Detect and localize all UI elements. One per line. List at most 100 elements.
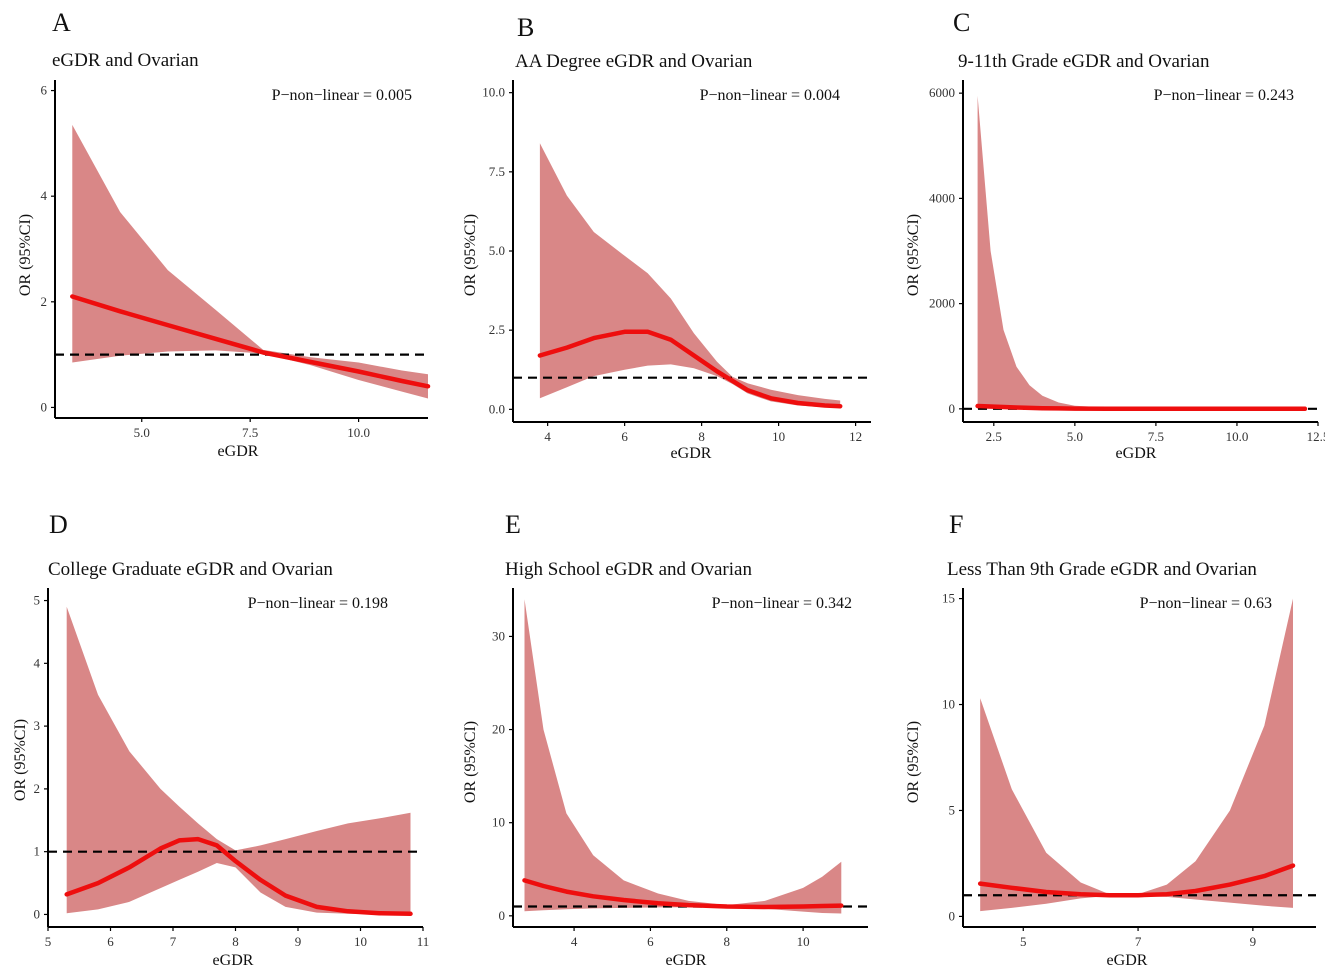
panel-c: C 9-11th Grade eGDR and Ovarian P−non−li… (905, 8, 1325, 462)
x-axis-title: eGDR (1107, 952, 1148, 969)
y-tick-label: 7.5 (489, 164, 505, 179)
y-tick-label: 0 (34, 906, 41, 921)
x-tick-label: 10.0 (1226, 429, 1249, 444)
p-non-linear-annotation: P−non−linear = 0.004 (700, 87, 840, 104)
y-tick-label: 2 (41, 294, 48, 309)
x-axis-title: eGDR (218, 443, 259, 460)
y-tick-label: 10 (942, 697, 955, 712)
y-tick-label: 2 (34, 781, 41, 796)
x-tick-label: 11 (417, 934, 430, 949)
x-tick-label: 10 (354, 934, 367, 949)
y-tick-label: 1 (34, 844, 41, 859)
panel-f: F Less Than 9th Grade eGDR and Ovarian P… (905, 510, 1316, 969)
ci-band (977, 95, 1305, 409)
or-curve (975, 403, 1308, 412)
panel-label: A (52, 8, 71, 37)
or-curve (522, 878, 844, 910)
x-tick-label: 10.0 (347, 425, 370, 440)
y-tick-label: 0 (41, 399, 48, 414)
y-axis-title: OR (95%CI) (905, 721, 922, 803)
y-tick-label: 2.5 (489, 322, 505, 337)
x-tick-label: 7.5 (1148, 429, 1164, 444)
x-axis-title: eGDR (1116, 445, 1157, 462)
x-tick-label: 10 (772, 429, 785, 444)
x-tick-label: 5 (1020, 934, 1027, 949)
y-tick-label: 4 (34, 655, 41, 670)
x-tick-label: 12.5 (1307, 429, 1325, 444)
y-tick-label: 10 (492, 815, 505, 830)
or-curve (537, 329, 843, 409)
x-tick-label: 6 (647, 934, 654, 949)
y-tick-label: 20 (492, 722, 505, 737)
p-non-linear-annotation: P−non−linear = 0.342 (712, 595, 852, 612)
ci-band (980, 598, 1293, 912)
x-tick-label: 4 (571, 934, 578, 949)
panel-label: D (49, 510, 68, 539)
y-tick-label: 0 (499, 908, 506, 923)
y-axis-title: OR (95%CI) (17, 214, 34, 296)
panel-b: B AA Degree eGDR and Ovarian P−non−linea… (462, 13, 871, 462)
y-tick-label: 5 (34, 593, 41, 608)
x-tick-label: 10 (797, 934, 810, 949)
x-axis-title: eGDR (213, 952, 254, 969)
p-non-linear-annotation: P−non−linear = 0.63 (1140, 595, 1272, 612)
x-tick-label: 6 (107, 934, 114, 949)
y-tick-label: 2000 (929, 296, 955, 311)
or-curve (977, 863, 1296, 898)
y-tick-label: 5 (949, 802, 956, 817)
y-axis-title: OR (95%CI) (462, 721, 479, 803)
panel-d: D College Graduate eGDR and Ovarian P−no… (12, 510, 429, 969)
panel-label: F (949, 510, 963, 539)
x-tick-label: 7.5 (242, 425, 258, 440)
y-tick-label: 4000 (929, 190, 955, 205)
x-tick-label: 7 (170, 934, 177, 949)
panel-title: 9-11th Grade eGDR and Ovarian (958, 51, 1210, 72)
y-tick-label: 0 (949, 401, 956, 416)
y-tick-label: 15 (942, 591, 955, 606)
x-axis-title: eGDR (671, 445, 712, 462)
panel-title: eGDR and Ovarian (52, 50, 199, 71)
ci-band (539, 143, 841, 409)
p-non-linear-annotation: P−non−linear = 0.243 (1154, 87, 1294, 104)
y-tick-label: 4 (41, 188, 48, 203)
x-tick-label: 9 (295, 934, 302, 949)
panel-label: B (517, 13, 534, 42)
ci-band (524, 599, 842, 914)
y-tick-label: 6000 (929, 85, 955, 100)
panel-label: E (505, 510, 521, 539)
panel-title: High School eGDR and Ovarian (505, 559, 752, 580)
y-tick-label: 0.0 (489, 401, 505, 416)
panel-e: E High School eGDR and Ovarian P−non−lin… (462, 510, 868, 969)
y-tick-label: 30 (492, 628, 505, 643)
y-axis-title: OR (95%CI) (462, 214, 479, 296)
x-tick-label: 7 (1135, 934, 1142, 949)
or-curve (70, 294, 431, 389)
x-tick-label: 4 (544, 429, 551, 444)
x-tick-label: 5 (45, 934, 52, 949)
y-tick-label: 5.0 (489, 243, 505, 258)
x-tick-label: 5.0 (1067, 429, 1083, 444)
x-tick-label: 6 (621, 429, 628, 444)
x-tick-label: 8 (232, 934, 239, 949)
panel-title: Less Than 9th Grade eGDR and Ovarian (947, 559, 1257, 580)
x-tick-label: 2.5 (986, 429, 1002, 444)
y-tick-label: 0 (949, 908, 956, 923)
panel-a: A eGDR and Ovarian P−non−linear = 0.005 … (17, 8, 431, 460)
p-non-linear-annotation: P−non−linear = 0.005 (272, 87, 412, 104)
x-tick-label: 8 (698, 429, 705, 444)
y-axis-title: OR (95%CI) (905, 214, 922, 296)
ci-band (72, 124, 429, 399)
x-tick-label: 12 (849, 429, 862, 444)
panel-title: College Graduate eGDR and Ovarian (48, 559, 333, 580)
y-tick-label: 3 (34, 718, 41, 733)
p-non-linear-annotation: P−non−linear = 0.198 (248, 595, 388, 612)
or-curve (64, 836, 413, 917)
x-tick-label: 9 (1250, 934, 1257, 949)
x-tick-label: 8 (724, 934, 731, 949)
x-tick-label: 5.0 (134, 425, 150, 440)
y-axis-title: OR (95%CI) (12, 719, 29, 801)
x-axis-title: eGDR (666, 952, 707, 969)
ci-band (66, 606, 411, 915)
panel-title: AA Degree eGDR and Ovarian (515, 51, 753, 72)
